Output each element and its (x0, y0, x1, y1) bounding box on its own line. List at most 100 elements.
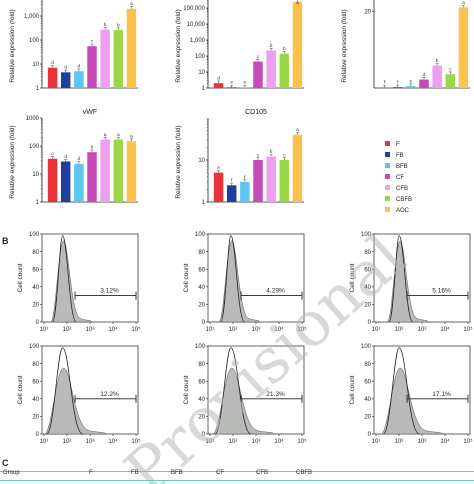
table-header-bfb: BFB (171, 470, 183, 476)
y-tick-label: 100 (29, 344, 40, 350)
significance-letter: e (217, 166, 220, 171)
bar-chart-A5: 1 10 Relative expression (fold) CD105 e f f c b c… (175, 109, 304, 206)
bar-CBFB (279, 160, 290, 202)
y-tick-label: 60 (32, 379, 39, 385)
y-tick-label: 40 (32, 397, 39, 403)
bar-BFB (406, 86, 416, 88)
control-histogram (46, 347, 83, 435)
significance-letter: d (78, 64, 81, 70)
x-tick-label: 10² (395, 439, 404, 445)
bar-F (213, 83, 224, 88)
significance-letter: f (231, 178, 233, 184)
bar-FB (392, 87, 403, 88)
x-tick-label: 10⁵ (131, 438, 141, 445)
y-axis-label: Relative expression (fold) (9, 9, 16, 82)
table-header-cbfb: CBFB (296, 470, 313, 476)
y-tick-label: 40 (198, 397, 205, 403)
y-tick-label: 10 (32, 172, 39, 178)
significance-letter: f (384, 80, 386, 86)
legend-label-CFB: CFB (396, 186, 408, 192)
bar-chart-A4: 1 10 100 1000 Relative expression (fold) vWF c… (9, 109, 138, 206)
significance-letter: b (283, 46, 286, 52)
bar-CBFB (113, 30, 124, 88)
sample-histogram (50, 240, 93, 323)
x-tick-label: 10³ (418, 327, 427, 333)
y-tick-label: 10,000 (187, 22, 206, 28)
bar-BFB (74, 71, 84, 88)
legend-label-FB: FB (396, 153, 404, 159)
legend-label-CF: CF (396, 175, 404, 181)
bar-AOC (126, 8, 137, 88)
x-tick-label: 10¹ (40, 327, 49, 333)
table-header-group: Group (3, 470, 20, 476)
y-axis-label: Relative expression (fold) (341, 9, 348, 82)
y-tick-label: 60 (32, 267, 39, 273)
bar-F (213, 172, 224, 202)
y-tick-label: 100 (361, 344, 372, 350)
flow-histogram-5: 0 20 40 60 80 100 10¹ 10² 10³ 10⁴ 10⁵ Cell count 21.… (183, 344, 307, 445)
sample-histogram (44, 367, 108, 435)
y-tick-label: 80 (364, 362, 371, 368)
x-tick-label: 10⁴ (440, 326, 450, 333)
bar-CFB (432, 65, 442, 88)
significance-letter: a (130, 134, 133, 139)
bar-CF (87, 152, 97, 202)
significance-letter: f (397, 80, 399, 86)
bar-CF (87, 46, 97, 88)
significance-letter: b (270, 43, 273, 49)
bar-chart-A3: 20 Relative expression (fold) f f e d b c a (341, 0, 470, 89)
y-tick-label: 1 (36, 86, 40, 92)
x-tick-label: 10³ (86, 327, 95, 333)
table-header-cfb: CFB (256, 470, 268, 476)
y-tick-label: 100 (29, 232, 40, 238)
bar-FB (226, 87, 237, 88)
significance-letter: a (462, 1, 465, 6)
x-tick-label: 10² (229, 439, 238, 445)
significance-letter: c (51, 152, 54, 157)
table-header-cf: CF (216, 470, 224, 476)
significance-letter: d (217, 75, 220, 81)
bar-CBFB (445, 74, 456, 88)
y-tick-label: 20 (32, 415, 39, 421)
y-tick-label: 40 (364, 397, 371, 403)
significance-letter: b (117, 22, 120, 28)
sample-histogram (380, 367, 445, 435)
bar-CFB (100, 29, 110, 88)
y-axis-label: Cell count (183, 263, 190, 292)
y-tick-label: 100 (29, 38, 40, 44)
bar-F (47, 158, 58, 202)
significance-letter: c (257, 153, 260, 158)
x-tick-label: 10¹ (372, 439, 381, 445)
flow-histogram-4: 0 20 40 60 80 100 10¹ 10² 10³ 10⁴ 10⁵ Cell count 12.… (17, 344, 141, 445)
significance-letter: b (270, 149, 273, 155)
bar-F (47, 67, 58, 88)
y-tick-label: 100 (195, 344, 206, 350)
gate-percent: 3.12% (100, 288, 119, 295)
significance-letter: a (296, 128, 299, 133)
y-tick-label: 80 (32, 362, 39, 368)
legend-swatch-BFB (385, 163, 390, 168)
y-tick-label: 1,000 (24, 14, 40, 20)
x-tick-label: 10⁵ (297, 326, 307, 333)
legend-label-F: F (396, 142, 400, 148)
x-tick-label: 10⁵ (463, 326, 473, 333)
y-tick-label: 40 (32, 285, 39, 291)
significance-letter: e (244, 81, 247, 86)
y-tick-label: 10 (198, 158, 205, 164)
chart-title: vWF (83, 109, 97, 116)
y-tick-label: 100 (29, 144, 40, 150)
significance-letter: c (449, 67, 452, 72)
significance-letter: c (257, 55, 260, 60)
x-tick-label: 10⁴ (440, 438, 450, 445)
x-tick-label: 10² (229, 327, 238, 333)
significance-letter: d (51, 60, 54, 66)
significance-letter: b (104, 22, 107, 28)
gate-percent: 12.2% (100, 391, 119, 398)
x-tick-label: 10⁴ (108, 438, 118, 445)
bar-BFB (240, 87, 250, 88)
significance-letter: e (230, 81, 233, 86)
y-tick-label: 1,000 (190, 38, 206, 44)
bar-F (379, 87, 390, 88)
y-axis-label: Cell count (183, 375, 190, 404)
